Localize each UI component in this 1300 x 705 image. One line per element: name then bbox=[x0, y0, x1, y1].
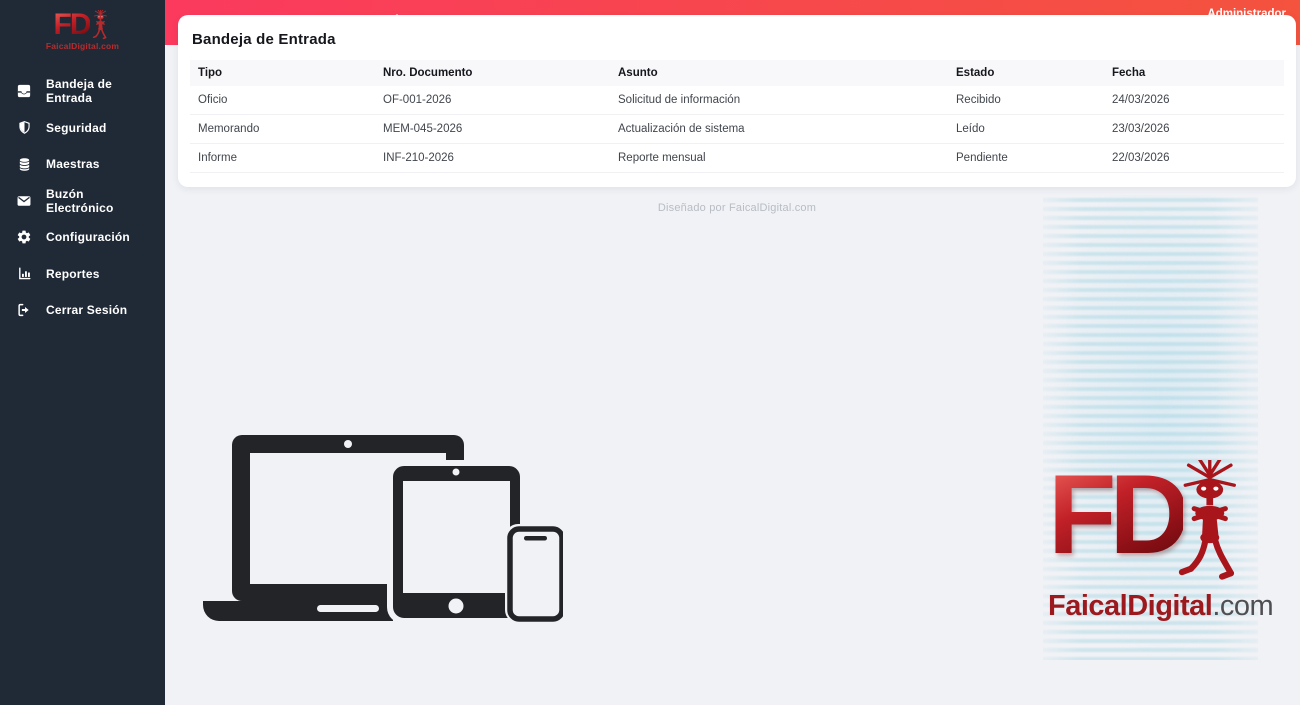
page-title: Bandeja de Entrada bbox=[192, 31, 336, 48]
tribal-mascot-icon bbox=[1179, 460, 1237, 580]
sidebar-item-label: Buzón Electrónico bbox=[46, 186, 114, 215]
table-row[interactable]: Oficio OF-001-2026 Solicitud de informac… bbox=[190, 86, 1284, 115]
responsive-devices-illustration bbox=[203, 435, 563, 623]
sidebar-item-bandeja-de-entrada[interactable]: Bandeja de Entrada bbox=[0, 73, 165, 110]
cell-asunto: Reporte mensual bbox=[610, 143, 948, 173]
sidebar-item-buzon-electronico[interactable]: Buzón Electrónico bbox=[0, 183, 165, 220]
table-header: Tipo Nro. Documento Asunto Estado Fecha bbox=[190, 60, 1284, 86]
designed-by-text: Diseñado por FaicalDigital.com bbox=[657, 202, 817, 214]
brand-initials: FD bbox=[53, 8, 92, 41]
sidebar-item-cerrar-sesion[interactable]: Cerrar Sesión bbox=[0, 292, 165, 329]
cell-estado: Recibido bbox=[948, 86, 1104, 115]
envelope-icon bbox=[16, 193, 32, 209]
cell-fecha: 22/03/2026 bbox=[1104, 143, 1284, 173]
sidebar-item-reportes[interactable]: Reportes bbox=[0, 256, 165, 293]
column-header-estado: Estado bbox=[948, 60, 1104, 86]
sidebar-item-maestras[interactable]: Maestras bbox=[0, 146, 165, 183]
table-row[interactable]: Memorando MEM-045-2026 Actualización de … bbox=[190, 114, 1284, 144]
database-icon bbox=[16, 156, 32, 172]
chart-icon bbox=[16, 266, 32, 282]
column-header-tipo: Tipo bbox=[190, 60, 375, 86]
brand-name-text: FaicalDigital bbox=[1048, 590, 1213, 622]
sidebar-nav: Bandeja de Entrada Seguridad Maestras Bu… bbox=[0, 73, 165, 329]
cell-asunto: Solicitud de información bbox=[610, 86, 948, 115]
sidebar-logo[interactable]: FD bbox=[0, 0, 165, 57]
table-row[interactable]: Informe INF-210-2026 Reporte mensual Pen… bbox=[190, 143, 1284, 173]
sidebar-item-label: Configuración bbox=[46, 230, 130, 245]
sidebar-item-configuracion[interactable]: Configuración bbox=[0, 219, 165, 256]
cell-estado: Leído bbox=[948, 114, 1104, 144]
inbox-icon bbox=[16, 83, 32, 99]
sidebar-item-seguridad[interactable]: Seguridad bbox=[0, 110, 165, 147]
brand-initials-large: FD bbox=[1048, 452, 1190, 577]
cell-nro-documento: INF-210-2026 bbox=[375, 143, 610, 173]
cell-fecha: 24/03/2026 bbox=[1104, 86, 1284, 115]
tribal-mascot-icon bbox=[92, 10, 107, 40]
cell-tipo: Oficio bbox=[190, 86, 375, 115]
sidebar-item-label: Cerrar Sesión bbox=[46, 303, 128, 318]
cell-tipo: Informe bbox=[190, 143, 375, 173]
brand-watermark-logo: FD bbox=[1048, 452, 1274, 623]
brand-name-small: FaicalDigital.com bbox=[45, 41, 120, 51]
inbox-card: Bandeja de Entrada Tipo Nro. Documento A… bbox=[178, 15, 1296, 187]
inbox-table: Tipo Nro. Documento Asunto Estado Fecha … bbox=[190, 60, 1284, 173]
gear-icon bbox=[16, 229, 32, 245]
sidebar-item-label: Bandeja de Entrada bbox=[46, 77, 113, 106]
sidebar-item-label: Maestras bbox=[46, 157, 100, 172]
logout-icon bbox=[16, 302, 32, 318]
sidebar-item-label: Seguridad bbox=[46, 120, 107, 135]
cell-fecha: 23/03/2026 bbox=[1104, 114, 1284, 144]
cell-nro-documento: OF-001-2026 bbox=[375, 86, 610, 115]
cell-asunto: Actualización de sistema bbox=[610, 114, 948, 144]
brand-name-large: FaicalDigital.com bbox=[1048, 590, 1274, 623]
sidebar-item-label: Reportes bbox=[46, 266, 100, 281]
column-header-nro-documento: Nro. Documento bbox=[375, 60, 610, 86]
cell-estado: Pendiente bbox=[948, 143, 1104, 173]
column-header-fecha: Fecha bbox=[1104, 60, 1284, 86]
brand-tld-text: .com bbox=[1212, 590, 1274, 622]
main-area: SISTEMA DE CASILLA ELECTRÓNICA Administr… bbox=[165, 0, 1300, 705]
cell-nro-documento: MEM-045-2026 bbox=[375, 114, 610, 144]
column-header-asunto: Asunto bbox=[610, 60, 948, 86]
sidebar: FD bbox=[0, 0, 165, 705]
shield-icon bbox=[16, 120, 32, 136]
cell-tipo: Memorando bbox=[190, 114, 375, 144]
